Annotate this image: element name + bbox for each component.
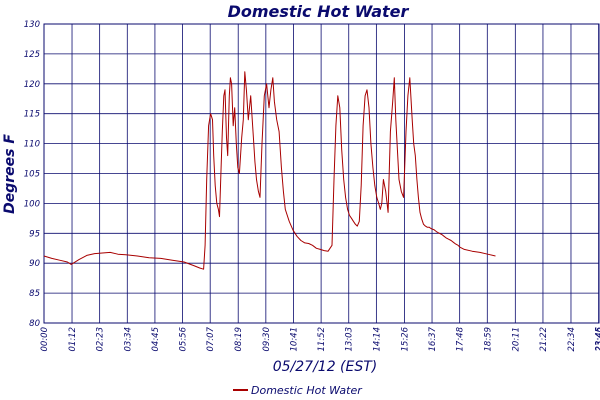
- x-tick-label: 03:34: [123, 327, 133, 352]
- x-tick-label: 21:22: [539, 327, 549, 352]
- x-axis-ticks: 00:00 01:12 02:23 03:34 04:45 05:56 07:07 08:19…: [40, 326, 600, 351]
- y-tick-label: 120: [24, 80, 40, 90]
- y-tick-label: 100: [24, 199, 40, 209]
- x-tick-label: 11:52: [317, 327, 327, 352]
- x-tick-label: 04:45: [151, 327, 161, 352]
- x-tick-label: 10:41: [289, 327, 299, 352]
- y-tick-label: 125: [24, 50, 40, 60]
- x-tick-label: 13:03: [345, 327, 355, 352]
- x-tick-label: 23:45: [595, 327, 600, 352]
- y-tick-label: 80: [29, 319, 40, 329]
- chart-title: Domestic Hot Water: [228, 2, 410, 21]
- legend-label: Domestic Hot Water: [251, 384, 363, 397]
- x-tick-label: 05:56: [179, 326, 189, 351]
- x-tick-label: 20:11: [511, 327, 521, 352]
- x-tick-label: 17:48: [456, 326, 466, 351]
- y-axis-label: Degrees F: [2, 134, 18, 214]
- y-tick-label: 95: [29, 229, 40, 239]
- x-tick-label: 18:59: [483, 327, 493, 352]
- y-tick-label: 115: [24, 110, 40, 120]
- x-tick-label: 07:07: [206, 326, 216, 351]
- x-tick-label: 23:46: [595, 326, 600, 351]
- y-tick-label: 85: [29, 289, 40, 299]
- x-tick-label: 22:34: [567, 327, 577, 352]
- x-tick-label: 16:37: [428, 326, 438, 351]
- x-tick-label: 08:19: [234, 327, 244, 352]
- x-tick-label: 15:26: [400, 326, 410, 351]
- y-tick-label: 110: [24, 140, 40, 150]
- y-tick-label: 90: [29, 259, 40, 269]
- series-group: [43, 71, 496, 270]
- x-tick-label: 02:23: [96, 327, 106, 352]
- grid: [43, 23, 600, 324]
- y-tick-label: 130: [24, 20, 40, 30]
- y-tick-label: 105: [24, 170, 40, 180]
- x-tick-label: 09:30: [262, 327, 272, 352]
- x-tick-label: 01:12: [68, 327, 78, 352]
- y-axis-ticks: 130 125 120 115 110 105 100 95 90 85 80: [24, 20, 40, 329]
- x-tick-label: 00:00: [40, 327, 50, 352]
- series-line: [43, 71, 496, 270]
- legend: Domestic Hot Water: [233, 384, 363, 397]
- x-tick-label: 14:14: [372, 327, 382, 352]
- x-axis-label: 05/27/12 (EST): [273, 359, 378, 375]
